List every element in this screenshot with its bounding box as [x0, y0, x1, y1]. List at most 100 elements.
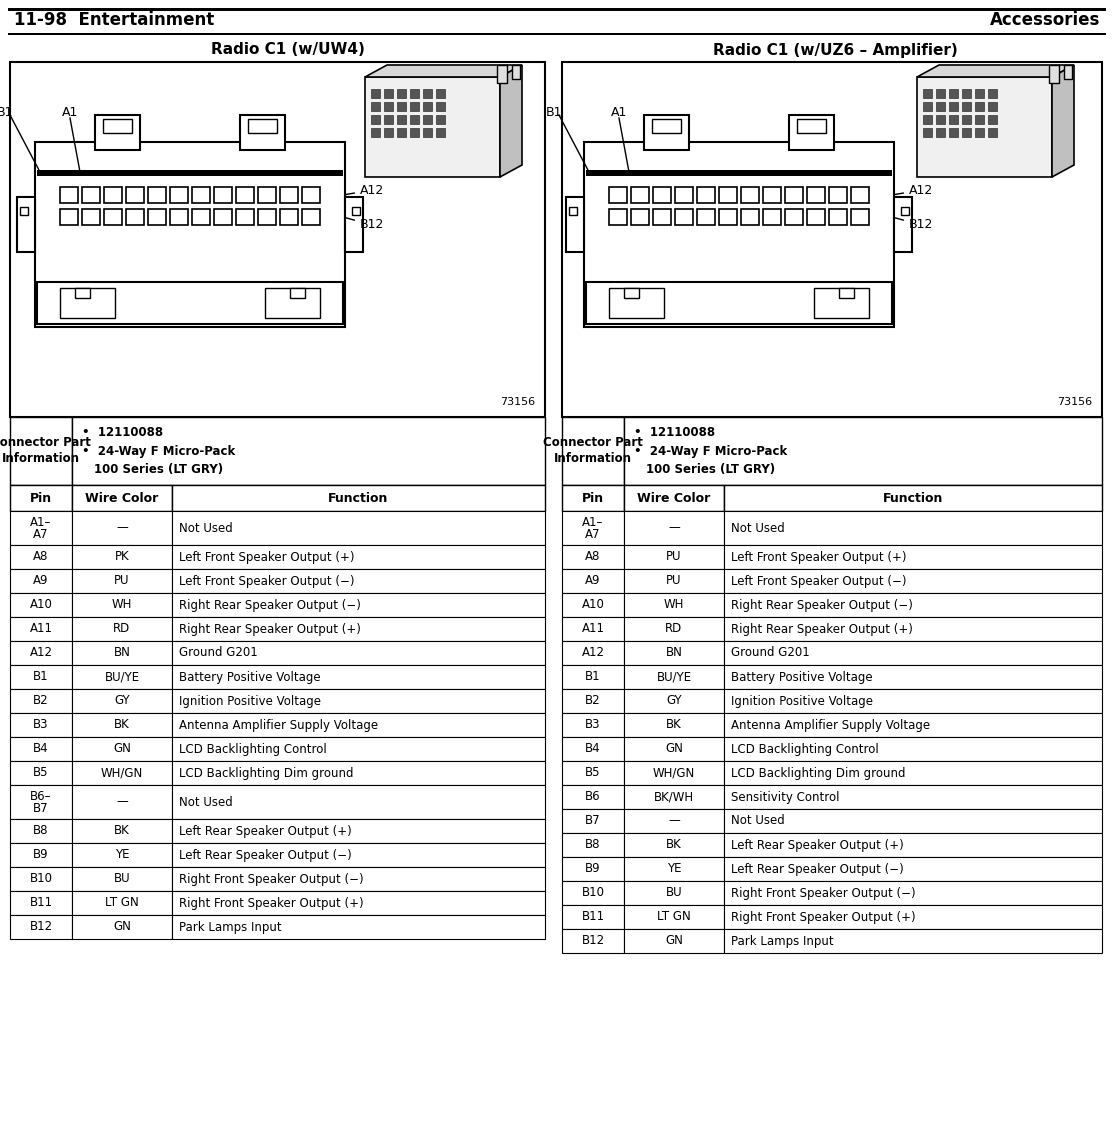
Bar	[561, 785, 624, 809]
Text: A1: A1	[610, 106, 627, 119]
Bar	[624, 593, 724, 617]
Bar	[1049, 65, 1059, 83]
Bar	[561, 762, 624, 785]
Text: Information: Information	[2, 453, 80, 465]
Bar	[8, 33, 1106, 35]
Bar	[10, 689, 72, 712]
Bar	[172, 545, 545, 569]
Bar	[423, 89, 432, 98]
Text: •  24-Way F Micro-Pack: • 24-Way F Micro-Pack	[82, 445, 235, 457]
Bar	[624, 641, 724, 665]
Bar	[561, 929, 624, 953]
Bar	[10, 545, 72, 569]
Bar	[675, 187, 693, 203]
Text: B4: B4	[585, 742, 600, 756]
Text: A12: A12	[582, 646, 605, 660]
Bar	[10, 417, 72, 484]
Text: B7: B7	[585, 814, 600, 828]
Text: LCD Backlighting Control: LCD Backlighting Control	[731, 742, 879, 756]
Bar	[988, 89, 997, 98]
Text: Function: Function	[882, 491, 944, 505]
Bar	[72, 915, 172, 939]
Bar	[624, 762, 724, 785]
Text: B5: B5	[33, 766, 49, 780]
Bar	[949, 128, 958, 137]
Bar	[697, 187, 715, 203]
Bar	[724, 569, 1102, 593]
Bar	[10, 915, 72, 939]
Text: GY: GY	[666, 694, 682, 708]
Bar	[8, 8, 1106, 11]
Text: BK: BK	[114, 824, 130, 838]
Bar	[72, 617, 172, 641]
Bar	[624, 736, 724, 762]
Bar	[936, 115, 945, 124]
Bar	[172, 915, 545, 939]
Text: B6–: B6–	[30, 790, 51, 804]
Text: 11-98  Entertainment: 11-98 Entertainment	[14, 11, 214, 28]
Bar	[397, 89, 405, 98]
Text: B3: B3	[585, 718, 600, 732]
Bar	[814, 288, 869, 318]
Text: •  12110088: • 12110088	[634, 426, 715, 440]
Polygon shape	[365, 65, 522, 78]
Bar	[410, 89, 419, 98]
Text: Information: Information	[554, 453, 632, 465]
Text: GN: GN	[665, 742, 683, 756]
Text: B2: B2	[33, 694, 49, 708]
Text: •  12110088: • 12110088	[82, 426, 163, 440]
Bar	[35, 142, 345, 327]
Text: B1: B1	[546, 106, 563, 119]
Bar	[724, 736, 1102, 762]
Bar	[917, 78, 1052, 177]
Bar	[172, 891, 545, 915]
Bar	[624, 881, 724, 905]
Bar	[924, 101, 932, 111]
Bar	[352, 207, 360, 215]
Text: B1: B1	[585, 670, 600, 684]
Bar	[371, 115, 380, 124]
Bar	[561, 417, 624, 484]
Bar	[10, 62, 545, 417]
Text: B12: B12	[29, 920, 52, 934]
Bar	[851, 187, 869, 203]
Bar	[624, 833, 724, 857]
Text: B9: B9	[33, 848, 49, 862]
Text: B5: B5	[585, 766, 600, 780]
Bar	[988, 101, 997, 111]
Bar	[988, 128, 997, 137]
Bar	[675, 209, 693, 225]
Bar	[624, 484, 724, 511]
Bar	[72, 593, 172, 617]
Text: A1–: A1–	[30, 516, 51, 529]
Bar	[724, 857, 1102, 881]
Bar	[724, 484, 1102, 511]
Bar	[72, 736, 172, 762]
Bar	[371, 101, 380, 111]
Bar	[807, 209, 825, 225]
Bar	[569, 207, 577, 215]
Text: Connector Part: Connector Part	[543, 437, 643, 449]
Bar	[561, 665, 624, 689]
Bar	[436, 128, 444, 137]
Bar	[126, 209, 144, 225]
Bar	[236, 209, 254, 225]
Bar	[214, 209, 232, 225]
Bar	[436, 115, 444, 124]
Text: A10: A10	[30, 598, 52, 611]
Bar	[644, 115, 688, 150]
Bar	[192, 209, 211, 225]
Bar	[561, 712, 624, 736]
Text: Radio C1 (w/UW4): Radio C1 (w/UW4)	[211, 42, 365, 57]
Bar	[586, 170, 892, 176]
Bar	[172, 665, 545, 689]
Text: Pin: Pin	[30, 491, 52, 505]
Text: A1–: A1–	[583, 516, 604, 529]
Text: Left Rear Speaker Output (+): Left Rear Speaker Output (+)	[731, 839, 903, 852]
Bar	[936, 128, 945, 137]
Bar	[423, 115, 432, 124]
Bar	[724, 833, 1102, 857]
Bar	[724, 762, 1102, 785]
Bar	[10, 712, 72, 736]
Bar	[436, 101, 444, 111]
